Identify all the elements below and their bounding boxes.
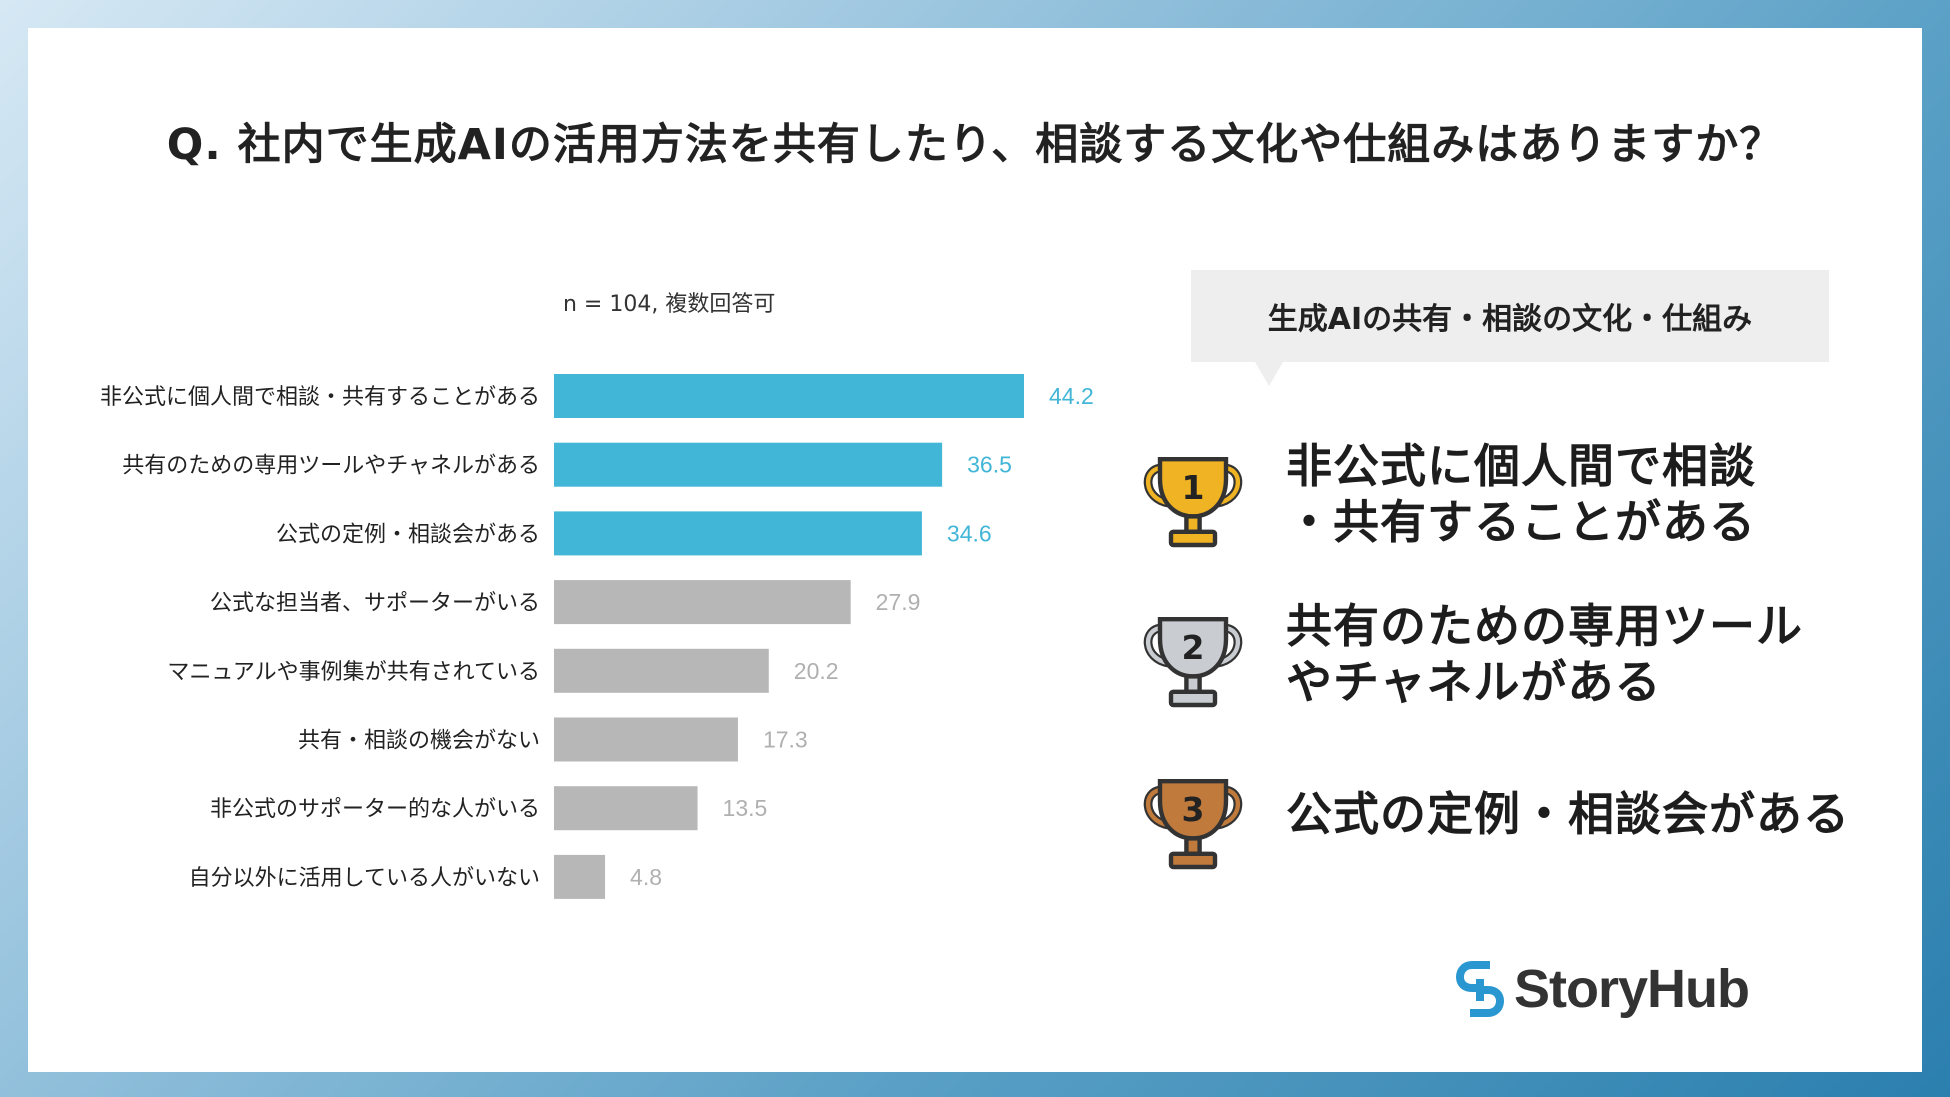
bar	[554, 442, 943, 487]
value-label: 20.2	[794, 658, 839, 684]
logo-text: StoryHub	[1514, 959, 1750, 1019]
rank-2-line2: やチャネルがある	[1286, 655, 1662, 709]
value-label: 44.2	[1049, 383, 1094, 409]
bar	[554, 580, 851, 625]
rank-2-line1: 共有のための専用ツール	[1286, 599, 1803, 653]
gold-trophy-icon: 1	[1143, 457, 1243, 548]
bronze-trophy-icon: 3	[1143, 779, 1243, 870]
question-title: Q. 社内で生成AIの活用方法を共有したり、相談する文化や仕組みはありますか？	[166, 120, 1784, 170]
category-label: 公式の定例・相談会がある	[276, 522, 540, 547]
rank-3-text: 公式の定例・相談会がある	[1286, 786, 1850, 842]
bar	[554, 374, 1024, 418]
bar-chart: 非公式に個人間で相談・共有することがある 44.2 共有のための専用ツールやチャネル…	[100, 374, 1094, 899]
trophy-number: 1	[1182, 468, 1205, 507]
trophy-1: 1	[1138, 446, 1248, 556]
bar	[554, 511, 922, 556]
value-label: 34.6	[947, 520, 992, 546]
bar	[554, 648, 769, 693]
silver-trophy-icon: 2	[1143, 617, 1243, 708]
trophy-number: 3	[1182, 790, 1205, 829]
speech-bubble-tail	[1255, 362, 1283, 386]
bar	[554, 854, 606, 899]
trophy-2: 2	[1138, 606, 1248, 716]
rank-3-line1: 公式の定例・相談会がある	[1286, 787, 1850, 841]
value-label: 17.3	[763, 727, 808, 753]
category-label: マニュアルや事例集が共有されている	[167, 660, 540, 685]
category-label: 公式な担当者、サポーターがいる	[210, 591, 540, 616]
storyhub-logo: StoryHub	[1456, 958, 1750, 1020]
value-label: 13.5	[723, 795, 768, 821]
value-label: 4.8	[630, 864, 662, 890]
summary-heading: 生成AIの共有・相談の文化・仕組み	[1267, 302, 1753, 337]
rank-1-line1: 非公式に個人間で相談	[1286, 439, 1756, 493]
slide-card: Q. 社内で生成AIの活用方法を共有したり、相談する文化や仕組みはありますか？ …	[28, 28, 1922, 1072]
summary-heading-box: 生成AIの共有・相談の文化・仕組み	[1191, 270, 1829, 362]
value-label: 36.5	[967, 452, 1012, 478]
category-label: 共有のための専用ツールやチャネルがある	[122, 454, 540, 479]
rank-1-text: 非公式に個人間で相談 ・共有することがある	[1286, 438, 1756, 550]
value-label: 27.9	[876, 589, 921, 615]
rank-2-text: 共有のための専用ツール やチャネルがある	[1286, 598, 1803, 710]
bar	[554, 786, 698, 831]
bar	[554, 717, 738, 762]
storyhub-s-icon	[1456, 961, 1504, 1017]
trophy-3: 3	[1138, 768, 1248, 878]
sample-note: n = 104, 複数回答可	[563, 292, 776, 317]
rank-1-line2: ・共有することがある	[1286, 495, 1756, 549]
category-label: 共有・相談の機会がない	[298, 729, 540, 754]
trophy-number: 2	[1182, 628, 1205, 667]
category-label: 自分以外に活用している人がいない	[189, 866, 540, 891]
category-label: 非公式のサポーター的な人がいる	[210, 797, 540, 822]
category-label: 非公式に個人間で相談・共有することがある	[100, 385, 540, 410]
